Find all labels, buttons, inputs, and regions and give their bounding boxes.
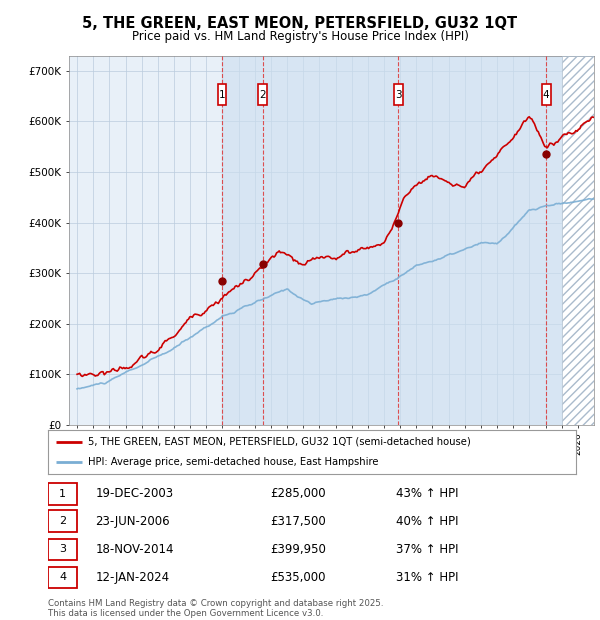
Text: 37% ↑ HPI: 37% ↑ HPI — [397, 542, 459, 556]
Text: Price paid vs. HM Land Registry's House Price Index (HPI): Price paid vs. HM Land Registry's House … — [131, 30, 469, 43]
Text: 1: 1 — [59, 489, 66, 499]
Text: 23-JUN-2006: 23-JUN-2006 — [95, 515, 170, 528]
Text: 2: 2 — [59, 516, 66, 526]
Text: 5, THE GREEN, EAST MEON, PETERSFIELD, GU32 1QT: 5, THE GREEN, EAST MEON, PETERSFIELD, GU… — [82, 16, 518, 30]
Text: 4: 4 — [59, 572, 66, 582]
Bar — [562, 56, 594, 425]
Text: 19-DEC-2003: 19-DEC-2003 — [95, 487, 173, 500]
Text: £535,000: £535,000 — [270, 571, 325, 584]
FancyBboxPatch shape — [48, 510, 77, 532]
FancyBboxPatch shape — [258, 84, 267, 105]
Text: 1: 1 — [218, 89, 225, 100]
Text: 3: 3 — [59, 544, 66, 554]
FancyBboxPatch shape — [394, 84, 403, 105]
FancyBboxPatch shape — [218, 84, 226, 105]
Text: £285,000: £285,000 — [270, 487, 325, 500]
Text: 3: 3 — [395, 89, 401, 100]
FancyBboxPatch shape — [542, 84, 551, 105]
Text: 43% ↑ HPI: 43% ↑ HPI — [397, 487, 459, 500]
Text: HPI: Average price, semi-detached house, East Hampshire: HPI: Average price, semi-detached house,… — [88, 457, 378, 467]
Bar — [222, 56, 562, 425]
Text: 2: 2 — [259, 89, 266, 100]
FancyBboxPatch shape — [48, 539, 77, 560]
Text: 4: 4 — [543, 89, 550, 100]
Text: £317,500: £317,500 — [270, 515, 326, 528]
Text: 12-JAN-2024: 12-JAN-2024 — [95, 571, 170, 584]
Text: £399,950: £399,950 — [270, 542, 326, 556]
Text: 31% ↑ HPI: 31% ↑ HPI — [397, 571, 459, 584]
FancyBboxPatch shape — [48, 567, 77, 588]
Bar — [562, 56, 594, 425]
Text: 18-NOV-2014: 18-NOV-2014 — [95, 542, 174, 556]
Text: 40% ↑ HPI: 40% ↑ HPI — [397, 515, 459, 528]
FancyBboxPatch shape — [48, 483, 77, 505]
Text: Contains HM Land Registry data © Crown copyright and database right 2025.
This d: Contains HM Land Registry data © Crown c… — [48, 599, 383, 618]
Text: 5, THE GREEN, EAST MEON, PETERSFIELD, GU32 1QT (semi-detached house): 5, THE GREEN, EAST MEON, PETERSFIELD, GU… — [88, 436, 470, 447]
